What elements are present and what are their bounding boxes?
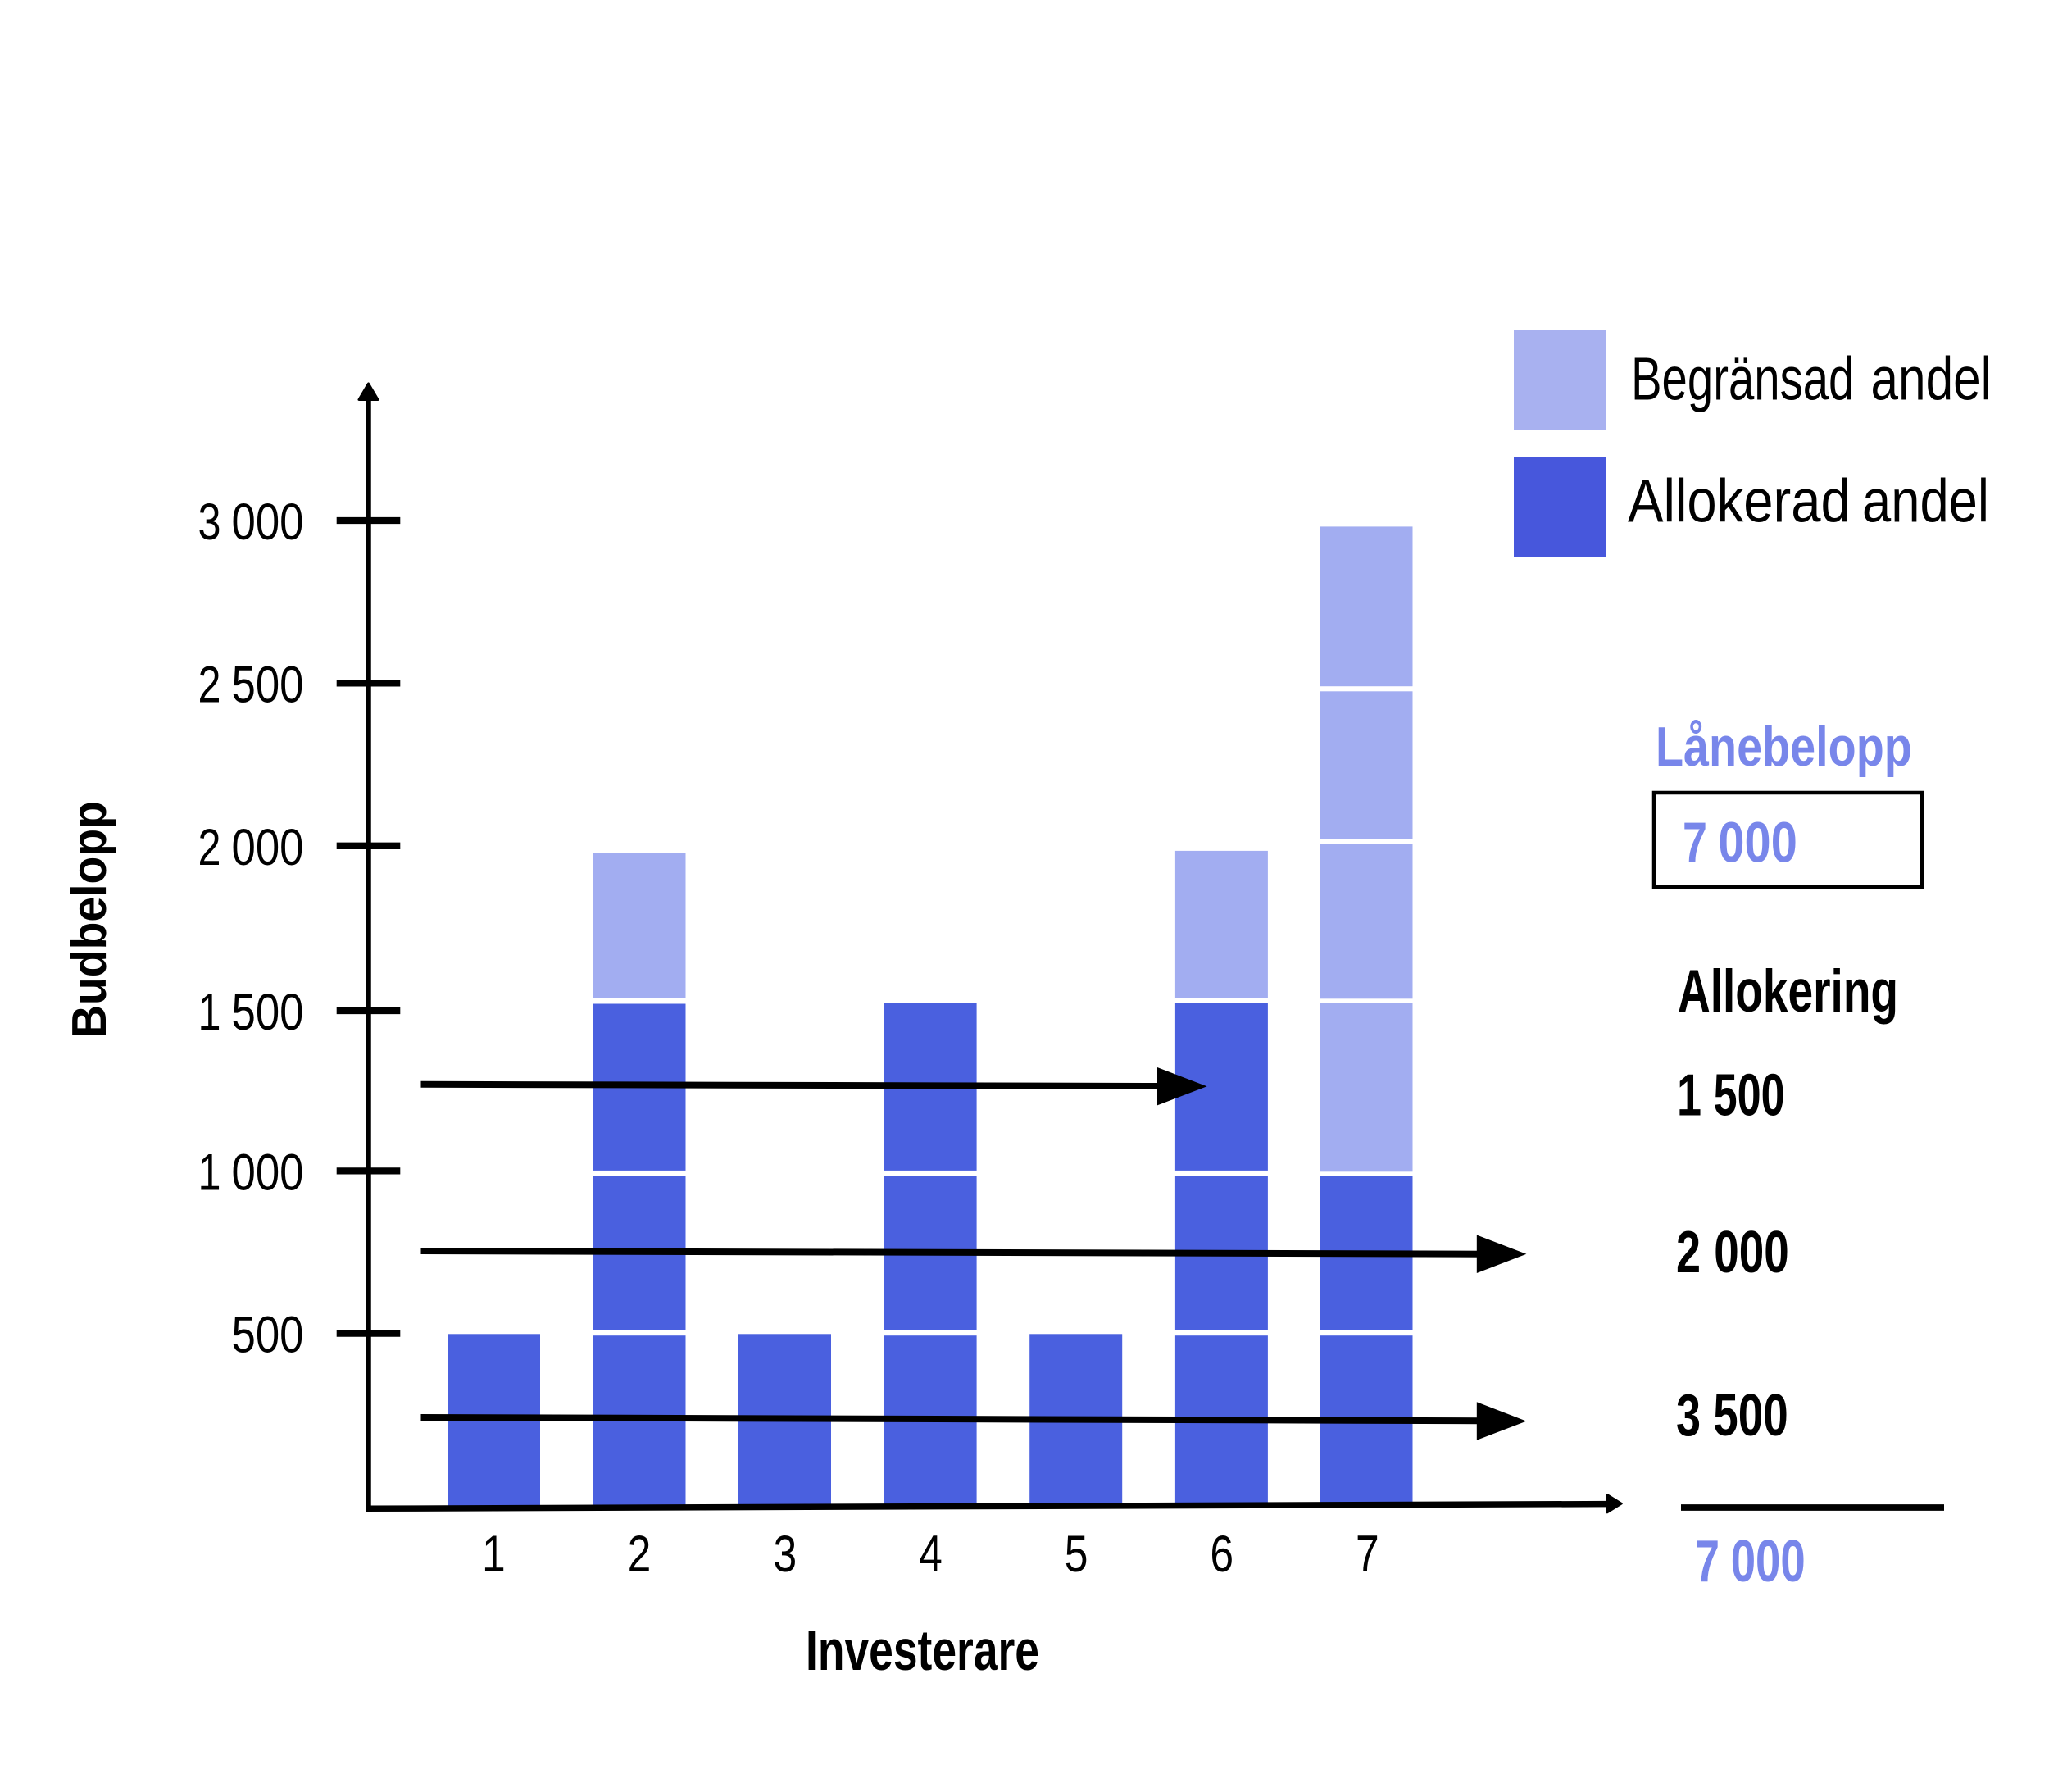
svg-text:Begränsad: Begränsad bbox=[1631, 344, 1854, 412]
svg-text:2: 2 bbox=[198, 656, 221, 714]
svg-text:1: 1 bbox=[482, 1526, 506, 1583]
svg-text:3: 3 bbox=[198, 493, 221, 552]
svg-text:7: 7 bbox=[1695, 1529, 1720, 1594]
svg-text:Lånebelopp: Lånebelopp bbox=[1656, 716, 1912, 778]
svg-text:500: 500 bbox=[232, 1306, 304, 1363]
svg-text:2: 2 bbox=[198, 818, 221, 876]
svg-text:000: 000 bbox=[1714, 1219, 1789, 1285]
svg-text:500: 500 bbox=[1713, 1382, 1788, 1449]
svg-text:000: 000 bbox=[232, 1144, 304, 1201]
svg-text:000: 000 bbox=[232, 818, 304, 876]
svg-text:500: 500 bbox=[232, 984, 304, 1041]
svg-text:andel: andel bbox=[1871, 346, 1992, 413]
svg-text:7: 7 bbox=[1356, 1526, 1379, 1583]
svg-text:4: 4 bbox=[919, 1526, 943, 1583]
svg-text:andel: andel bbox=[1862, 467, 1989, 535]
svg-text:2: 2 bbox=[1676, 1220, 1701, 1285]
svg-text:3: 3 bbox=[1676, 1383, 1701, 1449]
svg-text:Investerare: Investerare bbox=[806, 1619, 1039, 1683]
svg-text:1: 1 bbox=[198, 984, 221, 1042]
svg-text:500: 500 bbox=[232, 656, 304, 713]
svg-text:000: 000 bbox=[232, 493, 304, 551]
svg-text:Allokering: Allokering bbox=[1678, 957, 1898, 1024]
svg-text:000: 000 bbox=[1731, 1528, 1806, 1594]
svg-text:Budbelopp: Budbelopp bbox=[62, 801, 116, 1038]
svg-text:3: 3 bbox=[774, 1526, 797, 1583]
svg-text:Allokerad: Allokerad bbox=[1628, 467, 1851, 535]
svg-text:1: 1 bbox=[198, 1144, 221, 1202]
svg-text:2: 2 bbox=[628, 1526, 652, 1583]
svg-text:7: 7 bbox=[1683, 811, 1707, 875]
svg-text:1: 1 bbox=[1677, 1062, 1701, 1128]
svg-text:6: 6 bbox=[1210, 1526, 1233, 1583]
svg-text:000: 000 bbox=[1718, 810, 1797, 875]
svg-text:5: 5 bbox=[1065, 1526, 1088, 1583]
svg-text:500: 500 bbox=[1714, 1062, 1785, 1128]
